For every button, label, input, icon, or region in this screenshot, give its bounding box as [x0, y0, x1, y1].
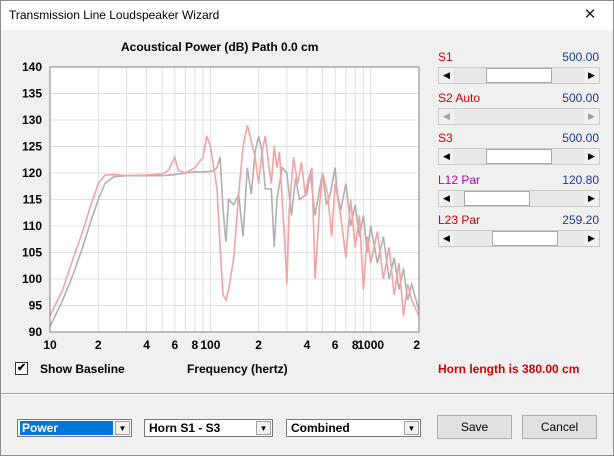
- mode-select[interactable]: Power ▼: [17, 419, 132, 437]
- window-title: Transmission Line Loudspeaker Wizard: [9, 8, 220, 22]
- horn-length-text: Horn length is 380.00 cm: [438, 362, 580, 376]
- arrow-right-icon[interactable]: ▶: [588, 111, 595, 121]
- arrow-right-icon[interactable]: ▶: [588, 193, 595, 203]
- scrollbar-slider[interactable]: ◀ ▶: [438, 67, 600, 84]
- arrow-left-icon[interactable]: ◀: [443, 111, 450, 121]
- arrow-left-icon[interactable]: ◀: [443, 193, 450, 203]
- cancel-button[interactable]: Cancel: [522, 415, 597, 439]
- chevron-down-icon[interactable]: ▼: [115, 421, 130, 435]
- slider-thumb[interactable]: [492, 231, 558, 246]
- slider-label: S1: [438, 50, 453, 64]
- y-tick-label: 105: [22, 246, 42, 260]
- slider-label: S3: [438, 131, 453, 145]
- y-tick-label: 90: [29, 325, 43, 339]
- x-tick-label: 4: [143, 338, 150, 352]
- chart-title: Acoustical Power (dB) Path 0.0 cm: [121, 40, 319, 54]
- path-select[interactable]: Horn S1 - S3 ▼: [144, 419, 273, 437]
- path-select-value: Horn S1 - S3: [149, 421, 221, 435]
- plot-frame: [49, 66, 420, 333]
- slider-thumb[interactable]: [464, 191, 530, 206]
- scrollbar-slider[interactable]: ◀ ▶: [438, 190, 600, 207]
- x-tick-label: 4: [304, 338, 311, 352]
- scrollbar-slider[interactable]: ◀ ▶: [438, 148, 600, 165]
- y-tick-label: 95: [29, 299, 43, 313]
- x-axis-label: Frequency (hertz): [187, 362, 288, 376]
- series-line-2: [49, 125, 420, 317]
- y-tick-label: 140: [22, 60, 42, 74]
- x-tick-label: 1000: [357, 338, 384, 352]
- x-tick-label: 100: [200, 338, 220, 352]
- x-tick-label: 10: [43, 338, 57, 352]
- combine-select[interactable]: Combined ▼: [286, 419, 421, 437]
- save-button[interactable]: Save: [437, 415, 512, 439]
- y-tick-label: 135: [22, 87, 42, 101]
- y-tick-label: 110: [23, 219, 43, 233]
- slider-track[interactable]: [454, 231, 584, 246]
- arrow-left-icon[interactable]: ◀: [443, 70, 450, 80]
- show-baseline-checkbox[interactable]: ✔: [15, 362, 28, 375]
- y-tick-label: 115: [23, 193, 43, 207]
- x-tick-label: 6: [332, 338, 339, 352]
- slider-value: 500.00: [562, 50, 599, 64]
- arrow-right-icon[interactable]: ▶: [588, 70, 595, 80]
- y-tick-label: 125: [22, 140, 42, 154]
- y-tick-label: 130: [22, 113, 42, 127]
- arrow-right-icon[interactable]: ▶: [588, 151, 595, 161]
- close-icon[interactable]: ✕: [583, 6, 597, 23]
- x-tick-label: 2: [255, 338, 262, 352]
- slider-track[interactable]: [454, 149, 584, 164]
- scrollbar-slider[interactable]: ◀ ▶: [438, 230, 600, 247]
- slider-label: L12 Par: [438, 173, 481, 187]
- slider-label: S2 Auto: [438, 91, 481, 105]
- slider-value: 120.80: [562, 173, 599, 187]
- slider-thumb[interactable]: [486, 68, 552, 83]
- x-tick-label: 2: [413, 338, 420, 352]
- x-tick-label: 6: [171, 338, 178, 352]
- mode-select-value: Power: [20, 421, 113, 435]
- slider-track[interactable]: [454, 109, 584, 124]
- combine-select-value: Combined: [291, 421, 350, 435]
- x-tick-label: 2: [95, 338, 102, 352]
- y-tick-label: 120: [22, 166, 42, 180]
- chevron-down-icon[interactable]: ▼: [404, 421, 419, 435]
- arrow-right-icon[interactable]: ▶: [588, 233, 595, 243]
- slider-value: 500.00: [562, 91, 599, 105]
- divider: [1, 393, 613, 395]
- title-bar: Transmission Line Loudspeaker Wizard ✕: [1, 1, 613, 30]
- chevron-down-icon[interactable]: ▼: [256, 421, 271, 435]
- slider-track[interactable]: [454, 68, 584, 83]
- arrow-left-icon[interactable]: ◀: [443, 151, 450, 161]
- y-tick-label: 100: [22, 272, 42, 286]
- slider-value: 500.00: [562, 131, 599, 145]
- slider-track[interactable]: [454, 191, 584, 206]
- slider-value: 259.20: [562, 213, 599, 227]
- series-line-1: [49, 135, 420, 328]
- slider-label: L23 Par: [438, 213, 481, 227]
- show-baseline-label[interactable]: Show Baseline: [40, 362, 125, 376]
- x-tick-label: 8: [352, 338, 359, 352]
- arrow-left-icon[interactable]: ◀: [443, 233, 450, 243]
- scrollbar-slider[interactable]: ◀ ▶: [438, 108, 600, 125]
- x-tick-label: 8: [191, 338, 198, 352]
- slider-thumb[interactable]: [486, 149, 552, 164]
